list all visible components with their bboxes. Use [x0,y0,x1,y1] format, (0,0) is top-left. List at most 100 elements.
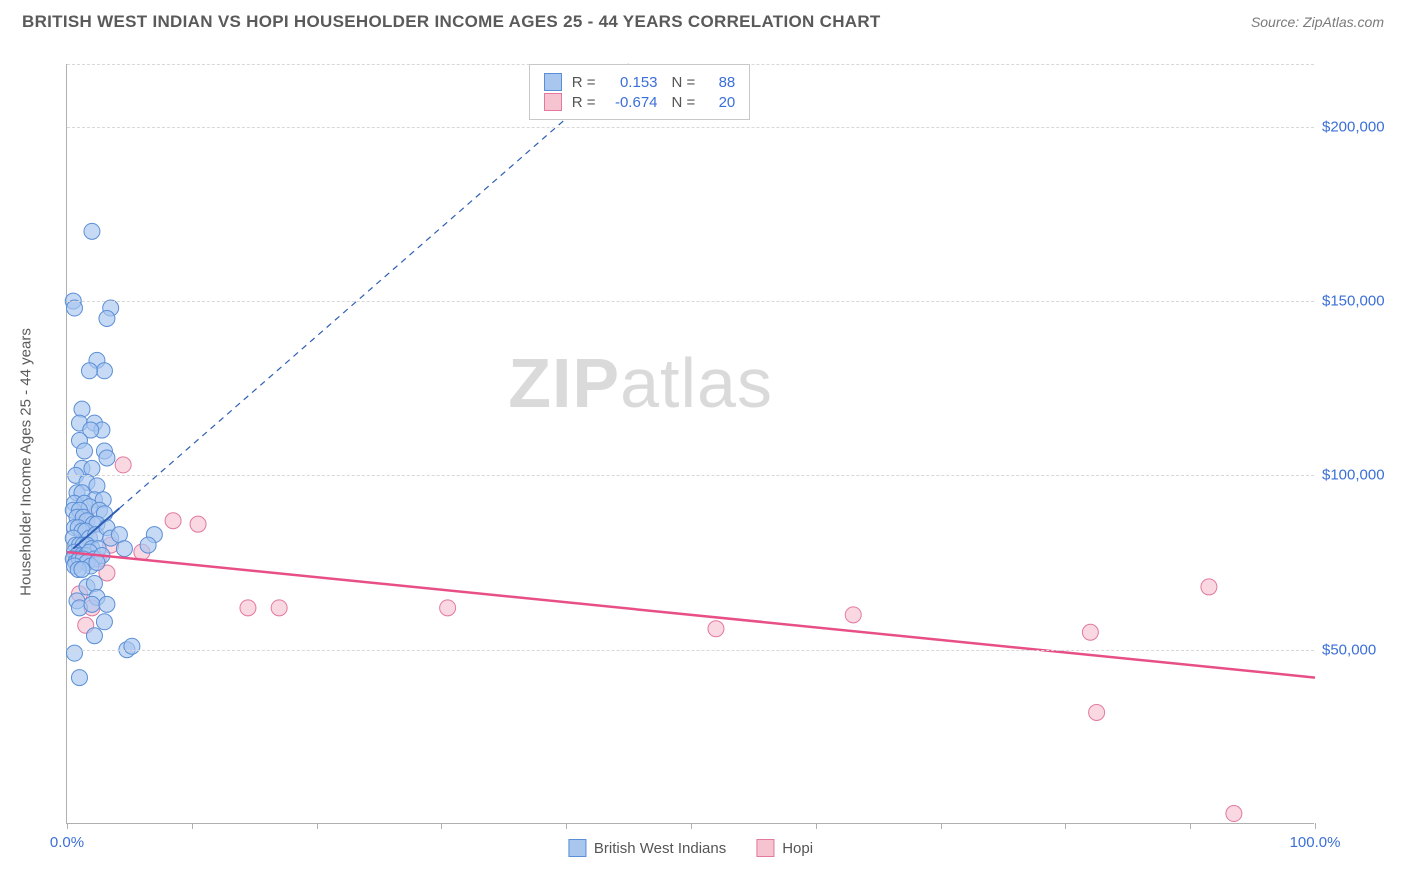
point-bwi [79,555,95,571]
source-attribution: Source: ZipAtlas.com [1251,14,1384,30]
point-bwi [68,555,84,571]
point-bwi [68,537,84,553]
point-hopi [1089,704,1105,720]
x-tick [441,823,442,829]
svg-layer [67,64,1315,824]
point-bwi [116,541,132,557]
point-hopi [190,516,206,532]
point-bwi [71,502,87,518]
point-hopi [78,509,94,525]
point-bwi [66,520,82,536]
point-bwi [65,502,81,518]
point-bwi [66,544,82,560]
y-tick-label: $100,000 [1322,467,1385,484]
point-hopi [1226,806,1242,822]
point-bwi [78,548,94,564]
point-hopi [99,565,115,581]
point-bwi [66,300,82,316]
legend-bottom: British West Indians Hopi [568,839,813,857]
point-bwi [81,530,97,546]
swatch-bwi [568,839,586,857]
point-bwi [86,628,102,644]
point-bwi [76,495,92,511]
point-bwi [99,596,115,612]
point-bwi [140,537,156,553]
point-bwi [96,506,112,522]
point-bwi [89,352,105,368]
point-bwi [111,527,127,543]
point-bwi [66,645,82,661]
point-hopi [165,513,181,529]
x-tick [566,823,567,829]
point-bwi [84,460,100,476]
chart-container: Householder Income Ages 25 - 44 years ZI… [22,52,1384,872]
point-bwi [69,509,85,525]
point-bwi [89,589,105,605]
point-bwi [81,499,97,515]
y-tick-label: $50,000 [1322,641,1376,658]
point-bwi [84,541,100,557]
point-hopi [90,551,106,567]
plot-area: ZIPatlas British West Indians Hopi $50,0… [66,64,1314,824]
x-tick-label: 0.0% [50,834,84,851]
point-hopi [845,607,861,623]
x-tick-label: 100.0% [1290,834,1341,851]
point-bwi [79,474,95,490]
point-bwi [75,537,91,553]
x-tick [1190,823,1191,829]
x-tick [67,823,68,829]
point-bwi [74,460,90,476]
point-hopi [1082,624,1098,640]
gridline-h [67,301,1314,302]
point-bwi [83,558,99,574]
point-hopi [1201,579,1217,595]
swatch-hopi [544,93,562,111]
legend-label-bwi: British West Indians [594,840,726,857]
point-bwi [74,485,90,501]
point-bwi [89,516,105,532]
r-value: 0.153 [606,74,658,91]
point-bwi [89,478,105,494]
point-bwi [89,555,105,571]
point-bwi [88,527,104,543]
n-label: N = [672,74,696,91]
point-hopi [271,600,287,616]
point-bwi [103,300,119,316]
point-bwi [74,562,90,578]
point-bwi [103,530,119,546]
point-hopi [115,457,131,473]
point-hopi [103,537,119,553]
point-bwi [86,551,102,567]
n-label: N = [672,94,696,111]
point-hopi [708,621,724,637]
point-bwi [91,502,107,518]
point-bwi [71,537,87,553]
point-bwi [69,485,85,501]
point-bwi [83,422,99,438]
point-bwi [84,596,100,612]
point-bwi [74,523,90,539]
x-tick [691,823,692,829]
point-bwi [96,363,112,379]
point-bwi [69,593,85,609]
n-value: 88 [705,74,735,91]
point-bwi [79,579,95,595]
legend-row-hopi: R =-0.674N =20 [544,93,736,111]
point-hopi [84,600,100,616]
y-axis-label: Householder Income Ages 25 - 44 years [18,328,35,596]
point-bwi [66,495,82,511]
trend-line-dashed [119,64,628,508]
point-bwi [90,541,106,557]
point-bwi [71,670,87,686]
point-bwi [124,638,140,654]
point-bwi [99,450,115,466]
point-bwi [65,551,81,567]
point-bwi [71,433,87,449]
point-bwi [86,492,102,508]
chart-title: BRITISH WEST INDIAN VS HOPI HOUSEHOLDER … [22,12,881,32]
point-bwi [99,520,115,536]
point-bwi [71,600,87,616]
point-bwi [69,548,85,564]
legend-item-bwi: British West Indians [568,839,726,857]
gridline-h [67,475,1314,476]
